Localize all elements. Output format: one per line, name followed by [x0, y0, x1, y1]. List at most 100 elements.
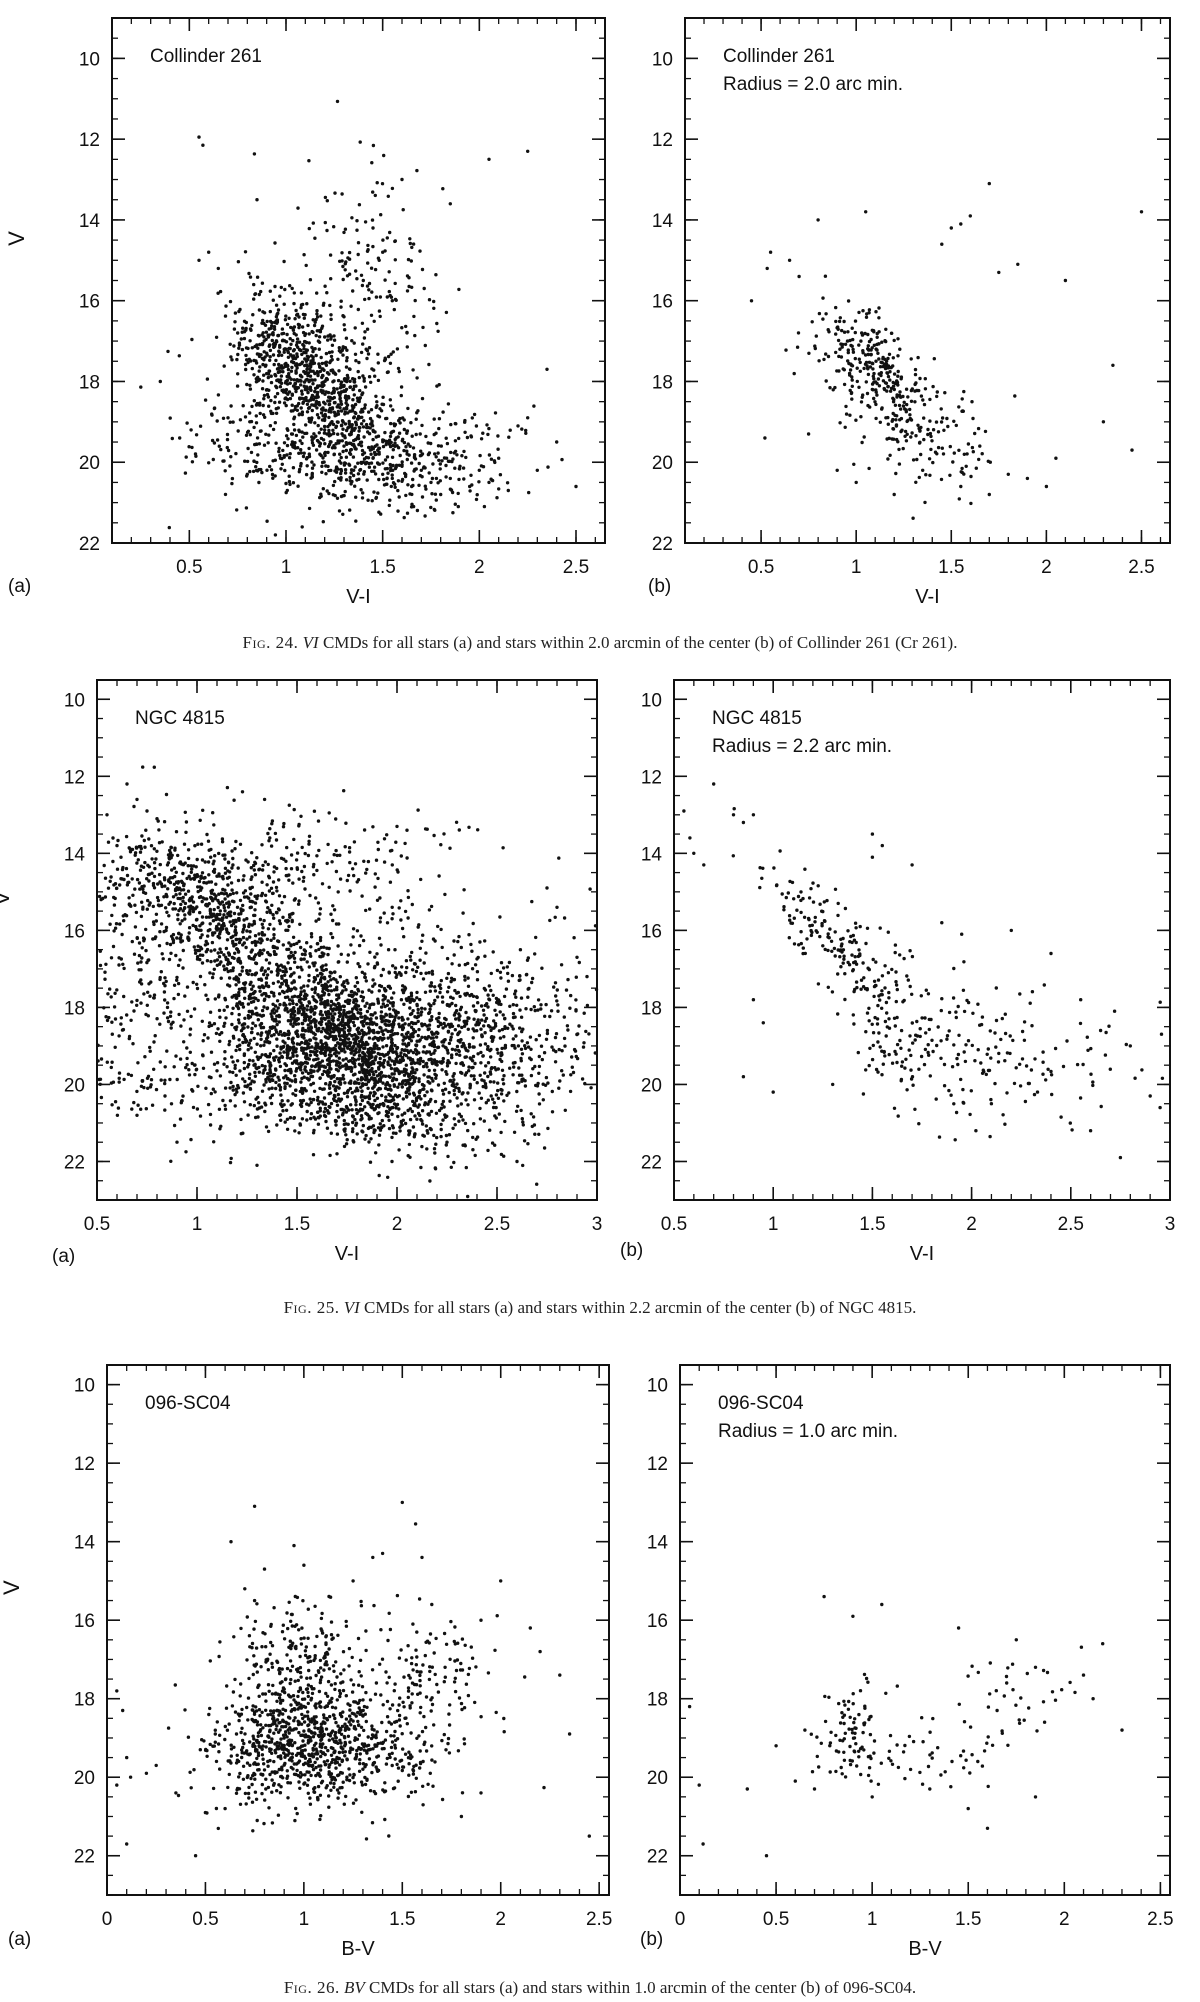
- star-point: [381, 238, 385, 242]
- star-point: [315, 941, 320, 946]
- star-point: [367, 1070, 371, 1074]
- star-point: [232, 344, 236, 348]
- star-point: [466, 1194, 470, 1199]
- star-point: [320, 373, 325, 378]
- star-point: [334, 1007, 338, 1012]
- star-point: [425, 1065, 429, 1069]
- star-point: [222, 1008, 226, 1012]
- star-point: [444, 463, 448, 468]
- star-point: [285, 322, 290, 327]
- star-point: [342, 1004, 346, 1009]
- star-point: [891, 384, 896, 388]
- star-point: [225, 437, 230, 442]
- star-point: [223, 469, 227, 473]
- x-axis-label: V-I: [335, 1243, 359, 1265]
- star-point: [458, 1040, 462, 1044]
- star-point: [379, 409, 384, 413]
- star-point: [315, 329, 319, 333]
- star-point: [892, 387, 896, 392]
- star-point: [495, 496, 499, 500]
- star-point: [279, 381, 284, 385]
- star-point: [300, 1012, 304, 1017]
- star-point: [389, 431, 393, 435]
- star-point: [458, 1007, 463, 1012]
- star-point: [485, 1047, 490, 1052]
- star-point: [302, 316, 306, 320]
- star-point: [313, 236, 317, 240]
- star-point: [273, 241, 277, 245]
- star-point: [486, 1005, 490, 1009]
- star-point: [266, 967, 271, 971]
- star-point: [343, 378, 347, 383]
- star-point: [295, 352, 299, 356]
- star-point: [262, 335, 266, 339]
- star-point: [903, 429, 908, 434]
- star-point: [215, 419, 219, 423]
- star-point: [360, 283, 365, 288]
- x-tick-label: 0.5: [176, 557, 202, 578]
- star-point: [411, 1031, 415, 1036]
- star-point: [970, 400, 974, 404]
- star-point: [252, 297, 256, 301]
- star-point: [296, 1017, 300, 1021]
- star-point: [319, 492, 323, 496]
- star-point: [858, 360, 862, 365]
- star-point: [331, 1084, 336, 1088]
- star-point: [359, 350, 364, 355]
- star-point: [396, 1085, 400, 1089]
- star-point: [463, 1144, 467, 1148]
- star-point: [325, 985, 329, 989]
- star-point: [521, 1163, 525, 1168]
- star-point: [487, 480, 491, 485]
- star-point: [269, 468, 274, 472]
- star-point: [370, 445, 374, 449]
- star-point: [462, 477, 466, 481]
- star-point: [377, 462, 382, 466]
- x-tick-label: 0.5: [748, 557, 774, 578]
- star-point: [222, 1024, 226, 1028]
- star-point: [188, 1027, 193, 1031]
- star-point: [324, 472, 328, 476]
- star-point: [556, 1009, 560, 1013]
- star-point: [351, 1007, 355, 1011]
- star-point: [344, 260, 348, 264]
- star-point: [277, 1020, 281, 1024]
- star-point: [342, 1118, 346, 1123]
- star-point: [365, 348, 370, 353]
- star-point: [459, 1070, 463, 1075]
- star-point: [243, 459, 247, 463]
- star-point: [321, 964, 325, 968]
- star-point: [313, 987, 317, 992]
- star-point: [329, 1004, 333, 1008]
- star-point: [373, 1083, 377, 1087]
- star-point: [299, 379, 303, 383]
- star-point: [248, 275, 253, 279]
- star-point: [458, 994, 462, 999]
- star-point: [849, 391, 854, 396]
- star-point: [288, 482, 292, 487]
- star-point: [376, 999, 380, 1003]
- star-point: [489, 988, 493, 993]
- star-point: [438, 467, 442, 471]
- star-point: [503, 1045, 508, 1050]
- star-point: [837, 319, 842, 324]
- star-point: [252, 358, 256, 363]
- star-point: [237, 987, 242, 991]
- star-point: [888, 453, 892, 457]
- star-point: [430, 969, 434, 973]
- star-point: [864, 380, 868, 384]
- star-point: [243, 415, 248, 419]
- star-point: [957, 497, 961, 501]
- star-point: [468, 1082, 472, 1087]
- star-point: [434, 455, 438, 459]
- star-point: [306, 323, 310, 328]
- star-point: [480, 1034, 484, 1039]
- star-point: [396, 366, 401, 371]
- star-point: [954, 423, 958, 428]
- star-point: [218, 1015, 222, 1019]
- star-point: [286, 1049, 290, 1053]
- star-point: [303, 1065, 307, 1069]
- star-point: [262, 311, 267, 315]
- star-point: [222, 459, 226, 463]
- star-point: [368, 1091, 373, 1095]
